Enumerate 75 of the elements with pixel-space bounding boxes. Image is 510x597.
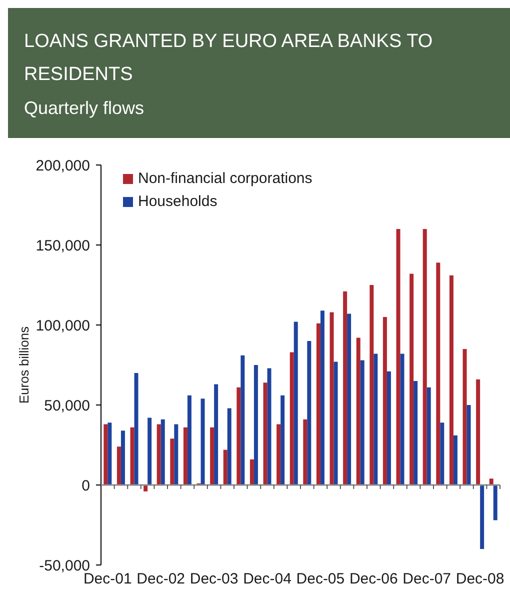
bar bbox=[280, 395, 285, 485]
bar bbox=[236, 387, 241, 485]
bar bbox=[370, 285, 374, 485]
bar bbox=[294, 322, 298, 485]
x-tick-label: Dec-05 bbox=[296, 570, 345, 588]
bar bbox=[449, 275, 454, 485]
bar bbox=[134, 373, 138, 485]
bar bbox=[386, 371, 391, 485]
bar bbox=[422, 229, 427, 485]
bar bbox=[160, 419, 165, 485]
bar bbox=[210, 427, 214, 485]
bar bbox=[410, 274, 414, 485]
bar bbox=[343, 291, 348, 485]
bar bbox=[104, 424, 108, 485]
y-tick-label: 200,000 bbox=[36, 157, 90, 174]
x-tick-label: Dec-02 bbox=[136, 570, 186, 588]
bar bbox=[108, 422, 112, 485]
bar bbox=[330, 312, 334, 485]
bar bbox=[382, 317, 387, 485]
bar bbox=[200, 398, 205, 485]
x-tick-label: Dec-04 bbox=[243, 570, 292, 588]
bar bbox=[320, 310, 324, 485]
bar bbox=[316, 323, 320, 485]
bar bbox=[480, 485, 484, 549]
bar bbox=[187, 395, 192, 485]
bar bbox=[227, 408, 232, 485]
bar bbox=[303, 419, 308, 485]
bar bbox=[400, 354, 404, 485]
bar bbox=[254, 365, 258, 485]
x-tick-label: Dec-03 bbox=[190, 570, 238, 588]
y-tick-label: 50,000 bbox=[44, 397, 90, 414]
bar bbox=[374, 354, 378, 485]
bar bbox=[263, 382, 268, 485]
y-tick-label: 0 bbox=[82, 477, 90, 494]
x-tick-label: Dec-08 bbox=[456, 570, 504, 588]
bar bbox=[240, 355, 245, 485]
legend-label: Households bbox=[138, 193, 218, 210]
bar bbox=[426, 387, 431, 485]
bar bbox=[223, 450, 228, 485]
bar bbox=[170, 438, 174, 485]
bar bbox=[214, 384, 218, 485]
bar bbox=[183, 427, 188, 485]
legend-label: Non-financial corporations bbox=[138, 170, 312, 187]
bar bbox=[276, 424, 281, 485]
bar bbox=[436, 262, 440, 485]
bar bbox=[307, 341, 312, 485]
bar bbox=[156, 424, 161, 485]
bar bbox=[250, 459, 254, 485]
bar bbox=[396, 229, 400, 485]
x-tick-label: Dec-06 bbox=[349, 570, 398, 588]
bar bbox=[130, 427, 134, 485]
bar bbox=[120, 430, 125, 485]
bar bbox=[148, 418, 152, 485]
bar bbox=[453, 435, 458, 485]
bar bbox=[440, 422, 444, 485]
bar bbox=[489, 478, 494, 485]
bar bbox=[360, 360, 364, 485]
bar bbox=[347, 314, 352, 485]
bar bbox=[466, 405, 471, 485]
bar bbox=[356, 338, 360, 485]
y-axis-title: Euros billions bbox=[16, 326, 32, 404]
chart-subtitle: Quarterly flows bbox=[24, 97, 146, 120]
y-tick-label: 100,000 bbox=[36, 317, 90, 334]
bar bbox=[116, 446, 121, 485]
bar bbox=[414, 381, 418, 485]
chart-title: LOANS GRANTED BY EURO AREA BANKS TO RESIDENTS bbox=[24, 30, 434, 87]
bar bbox=[462, 349, 467, 485]
x-tick-label: Dec-07 bbox=[402, 570, 452, 588]
bar bbox=[174, 424, 178, 485]
bar bbox=[476, 379, 480, 485]
bar bbox=[493, 485, 498, 520]
bar bbox=[267, 368, 272, 485]
bar bbox=[334, 362, 338, 485]
bar bbox=[290, 352, 294, 485]
y-tick-label: 150,000 bbox=[36, 237, 90, 254]
